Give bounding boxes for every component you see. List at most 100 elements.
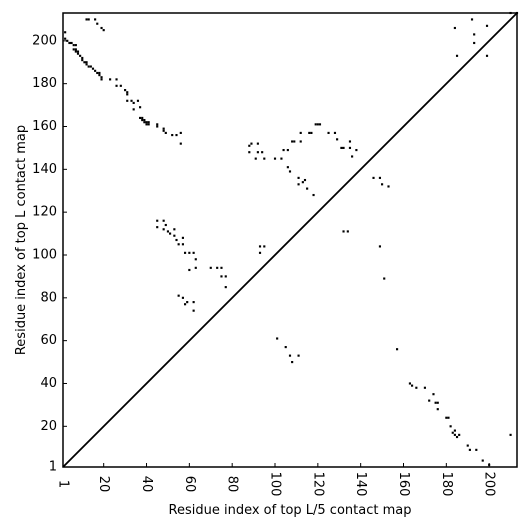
x-tick-label: 160 <box>396 472 411 497</box>
y-tick-label: 60 <box>40 333 57 348</box>
y-tick-label: 1 <box>49 460 57 475</box>
contact-point <box>173 228 176 231</box>
contact-point <box>436 408 439 411</box>
contact-point <box>143 119 146 122</box>
contact-point <box>98 71 101 75</box>
y-tick-label: 80 <box>40 290 57 305</box>
contact-point <box>126 93 129 96</box>
x-axis-ticks: 1 20 40 60 80 100 120 140 160 180 200 <box>56 463 497 496</box>
y-tick-label: 40 <box>40 376 57 391</box>
contact-point <box>263 245 266 248</box>
contact-point <box>72 44 75 47</box>
contact-point <box>156 226 159 229</box>
x-tick-label: 1 <box>56 480 71 488</box>
contact-point <box>306 187 309 190</box>
contact-point <box>171 133 174 137</box>
contact-point <box>485 24 489 27</box>
contact-point <box>141 119 144 122</box>
contact-point <box>381 183 384 186</box>
contact-point <box>250 142 253 145</box>
contact-point <box>314 123 317 126</box>
contact-point <box>115 84 118 87</box>
contact-point <box>175 133 178 137</box>
contact-point <box>156 219 159 222</box>
contact-point <box>288 170 292 173</box>
contact-point <box>175 238 178 242</box>
contact-point <box>408 382 411 385</box>
contact-point <box>181 243 184 246</box>
y-axis-label: Residue index of top L contact map <box>14 125 29 355</box>
contact-point <box>220 266 223 269</box>
contact-point <box>423 386 426 389</box>
contact-point <box>434 401 437 404</box>
contact-point <box>173 234 176 237</box>
contact-point <box>96 22 99 25</box>
contact-point <box>181 296 184 299</box>
contact-point <box>387 185 390 188</box>
contact-point <box>327 131 330 134</box>
x-tick-label: 120 <box>310 472 325 497</box>
y-tick-label: 120 <box>32 205 57 220</box>
contact-point <box>299 131 302 134</box>
contact-point <box>258 251 262 254</box>
contact-point <box>192 309 195 312</box>
contact-point <box>98 74 101 77</box>
contact-point <box>291 360 294 364</box>
contact-point <box>156 123 159 126</box>
contact-point <box>164 131 167 134</box>
contact-point <box>85 61 88 64</box>
contact-point <box>254 157 257 160</box>
contact-point <box>342 146 345 149</box>
contact-point <box>297 183 300 186</box>
contact-point <box>76 52 80 55</box>
contact-point <box>192 301 195 304</box>
contact-point <box>194 258 197 261</box>
contact-point <box>145 121 148 124</box>
y-tick-label: 180 <box>32 76 57 91</box>
contact-point <box>280 157 283 160</box>
contact-point <box>256 151 259 154</box>
contact-point <box>147 121 150 124</box>
contact-point <box>220 275 223 278</box>
contact-point <box>336 138 339 141</box>
contact-point <box>316 123 319 126</box>
contact-point <box>70 41 73 45</box>
contact-point <box>81 56 84 60</box>
x-tick-label: 140 <box>353 472 368 497</box>
contact-point <box>473 41 476 45</box>
contact-point <box>312 193 315 197</box>
contact-point <box>273 157 277 160</box>
contact-point <box>192 251 195 254</box>
contact-point <box>348 146 352 149</box>
contact-point <box>100 26 103 30</box>
y-tick-label: 160 <box>32 119 57 134</box>
contact-point <box>473 33 476 36</box>
contact-point <box>453 26 456 30</box>
contact-point <box>115 78 118 81</box>
contact-point <box>415 386 418 389</box>
contact-point <box>333 131 337 134</box>
contact-point <box>258 245 262 248</box>
x-tick-label: 20 <box>96 476 111 493</box>
contact-point <box>169 232 172 235</box>
contact-point <box>276 337 279 340</box>
contact-point <box>318 123 322 126</box>
contact-point <box>74 48 77 51</box>
contact-point <box>248 151 251 154</box>
contact-point <box>162 219 165 222</box>
contact-point <box>68 41 71 45</box>
contact-point <box>100 78 103 81</box>
contact-point <box>139 116 142 120</box>
contact-point <box>410 384 414 387</box>
contact-point <box>132 101 135 105</box>
contact-point <box>224 286 227 289</box>
contact-point <box>378 245 382 248</box>
contact-point <box>139 106 142 109</box>
x-tick-label: 40 <box>139 476 154 493</box>
contact-point <box>83 61 86 64</box>
contact-point <box>470 18 474 21</box>
contact-point <box>303 178 307 182</box>
contact-point <box>162 127 165 130</box>
